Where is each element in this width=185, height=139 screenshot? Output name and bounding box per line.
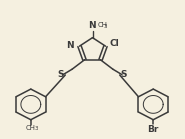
Text: S: S xyxy=(58,70,64,79)
Text: Br: Br xyxy=(148,125,159,134)
Text: CH: CH xyxy=(25,125,36,131)
Text: CH: CH xyxy=(97,22,107,28)
Text: N: N xyxy=(67,41,74,50)
Text: 3: 3 xyxy=(34,126,38,131)
Text: S: S xyxy=(121,70,127,79)
Text: 3: 3 xyxy=(104,24,107,29)
Text: Cl: Cl xyxy=(110,39,120,48)
Text: N: N xyxy=(88,21,95,30)
